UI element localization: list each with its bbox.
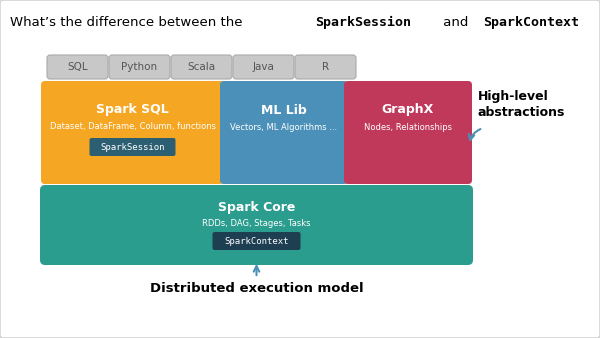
Text: Python: Python [121,62,158,72]
FancyBboxPatch shape [295,55,356,79]
Text: Scala: Scala [187,62,215,72]
Text: Nodes, Relationships: Nodes, Relationships [364,122,452,131]
Text: SparkContext: SparkContext [483,16,579,29]
Text: SparkContext: SparkContext [224,237,289,245]
FancyBboxPatch shape [220,81,348,184]
FancyBboxPatch shape [171,55,232,79]
Text: Spark SQL: Spark SQL [96,103,169,117]
Text: Dataset, DataFrame, Column, functions: Dataset, DataFrame, Column, functions [49,122,215,131]
Text: and: and [439,16,473,29]
Text: SQL: SQL [67,62,88,72]
Text: SparkSession: SparkSession [316,16,412,29]
FancyBboxPatch shape [47,55,108,79]
Text: What’s the difference between the: What’s the difference between the [10,16,247,29]
Text: R: R [322,62,329,72]
FancyBboxPatch shape [40,185,473,265]
FancyBboxPatch shape [41,81,224,184]
FancyBboxPatch shape [109,55,170,79]
FancyBboxPatch shape [89,138,176,156]
Text: Vectors, ML Algorithms ...: Vectors, ML Algorithms ... [230,122,338,131]
Text: ML Lib: ML Lib [261,103,307,117]
FancyBboxPatch shape [344,81,472,184]
Text: Java: Java [253,62,274,72]
Text: Distributed execution model: Distributed execution model [149,282,364,295]
Text: High-level
abstractions: High-level abstractions [478,90,565,119]
Text: GraphX: GraphX [382,103,434,117]
FancyBboxPatch shape [233,55,294,79]
Text: RDDs, DAG, Stages, Tasks: RDDs, DAG, Stages, Tasks [202,218,311,227]
Text: Spark Core: Spark Core [218,201,295,215]
Text: SparkSession: SparkSession [100,143,165,151]
FancyBboxPatch shape [212,232,301,250]
FancyArrowPatch shape [254,266,259,275]
FancyArrowPatch shape [469,129,481,140]
